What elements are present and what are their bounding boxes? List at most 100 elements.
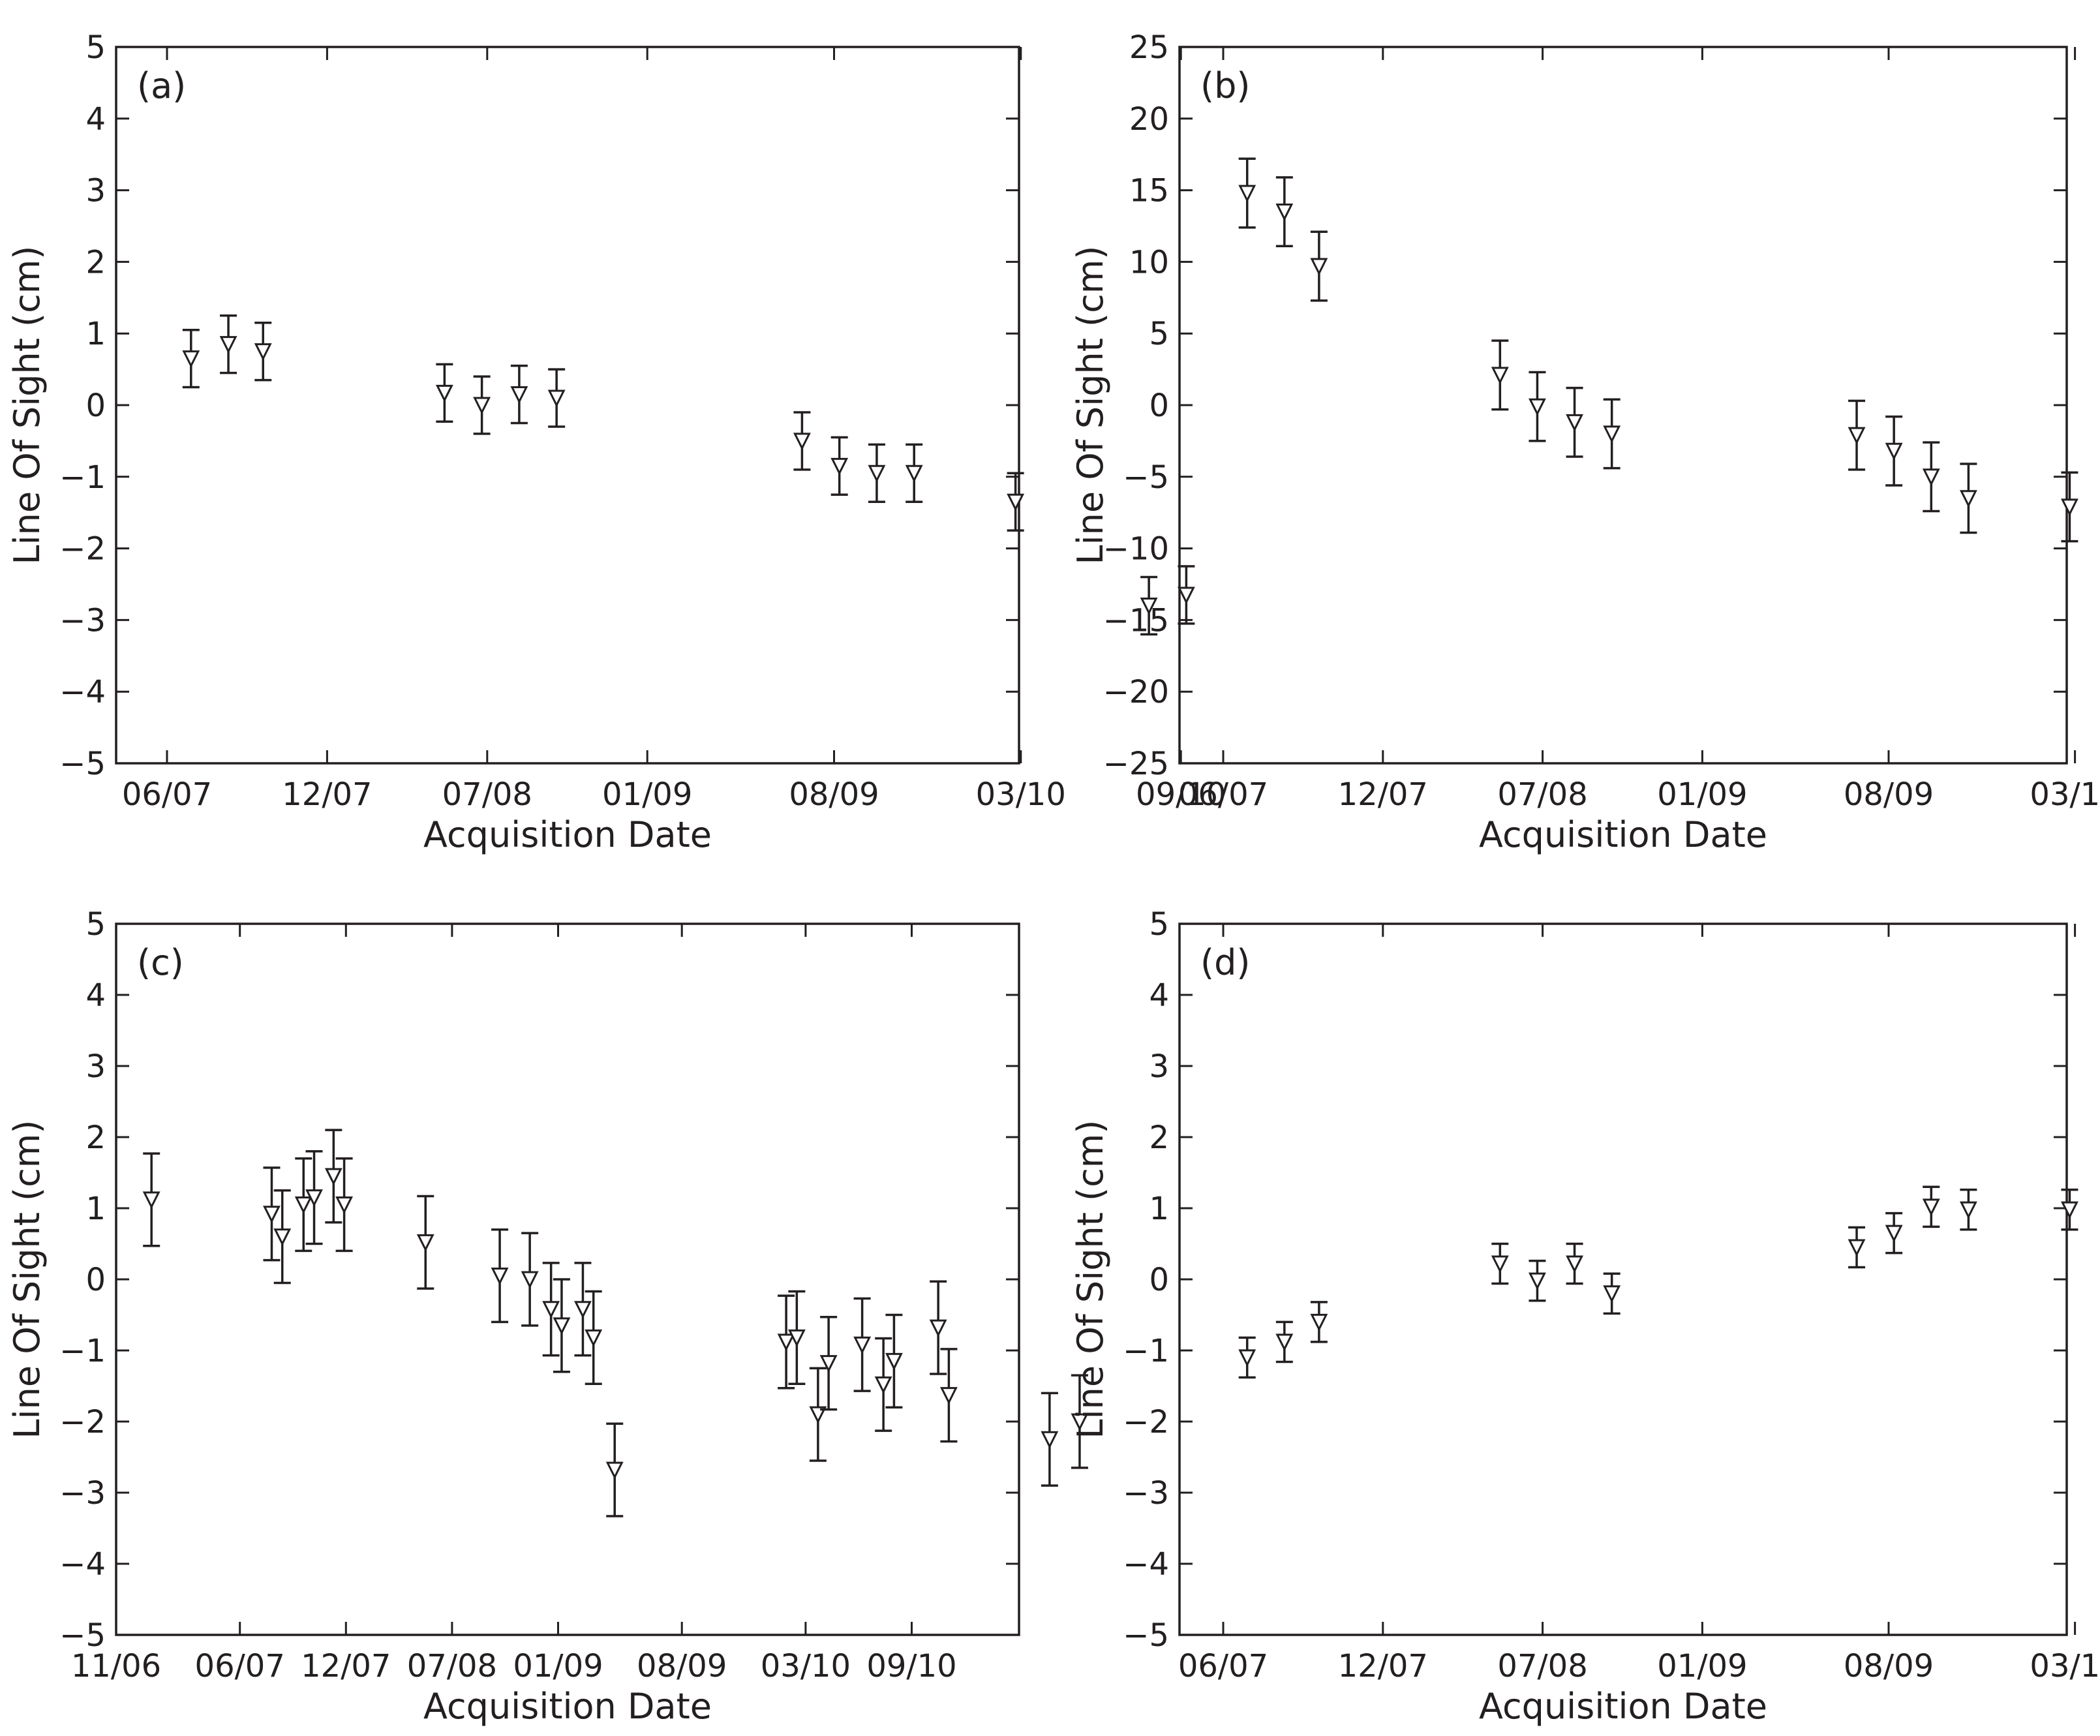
chart-c-x-tick-label: 03/10	[761, 1648, 851, 1684]
chart-c-point	[809, 1367, 827, 1462]
chart-a-x-axis-title: Acquisition Date	[423, 814, 712, 855]
chart-b-x-axis-title: Acquisition Date	[1479, 814, 1767, 855]
chart-b-x-tick-label: 08/09	[1844, 776, 1934, 813]
chart-b-y-tick-label: −5	[1123, 459, 1169, 496]
chart-d-point	[1848, 1226, 1866, 1269]
chart-d-marker	[1959, 1201, 1977, 1219]
chart-d: 5 4 3 2 1 0 −1 −2 −3 −4 −506/07 12/07 07/08 01/09 08/0…	[1070, 906, 2100, 1727]
chart-c-marker	[819, 1355, 838, 1373]
chart-b-point	[1529, 371, 1546, 442]
chart-c-point	[853, 1297, 872, 1392]
chart-a-marker	[547, 389, 566, 408]
chart-a-point	[1177, 565, 1195, 625]
chart-a-y-tick-label: −1	[59, 459, 106, 496]
chart-b-y-tick-label: 0	[1149, 388, 1169, 424]
chart-c-point	[553, 1278, 571, 1373]
chart-a-point	[868, 443, 886, 503]
chart-d-y-tick-label: 5	[1149, 906, 1169, 943]
chart-a-x-tick-label: 08/09	[789, 776, 879, 813]
chart-d-x-tick-label: 03/10	[2030, 1648, 2100, 1684]
chart-a-panel-label: (a)	[137, 65, 186, 106]
chart-c-point	[777, 1294, 795, 1390]
chart-d-point	[1885, 1211, 1903, 1255]
chart-c-marker	[324, 1168, 342, 1186]
chart-a-point	[254, 321, 272, 382]
chart-a-y-tick-label: −3	[59, 602, 106, 639]
chart-b-y-tick-label: −20	[1103, 674, 1169, 710]
chart-a-x-tick-label: 09/10	[1136, 776, 1226, 813]
chart-c-point	[491, 1228, 509, 1324]
chart-c-marker	[777, 1333, 795, 1352]
chart-b-frame	[1178, 46, 2068, 765]
chart-c-point	[521, 1232, 539, 1327]
chart-d-frame	[1178, 922, 2068, 1636]
chart-d-y-tick-label: 2	[1149, 1119, 1169, 1156]
chart-b-y-tick-label: 5	[1149, 316, 1169, 352]
chart-b-point	[1310, 230, 1328, 302]
chart-d-point	[1238, 1336, 1256, 1379]
chart-d-point	[1566, 1242, 1583, 1285]
chart-a-point	[1007, 472, 1025, 532]
chart-d-point	[1491, 1242, 1509, 1285]
chart-d-x-tick-label: 01/09	[1657, 1648, 1747, 1684]
chart-c-x-tick-label: 09/10	[866, 1648, 956, 1684]
chart-a-frame	[115, 46, 1020, 765]
chart-b-x-tick-label: 03/10	[2030, 776, 2100, 813]
chart-b-y-tick-label: −10	[1103, 531, 1169, 568]
chart-a-point	[1140, 575, 1158, 636]
chart-a-y-tick-label: 1	[85, 316, 106, 352]
chart-c-point	[929, 1280, 947, 1375]
chart-c-y-tick-label: 5	[85, 906, 106, 943]
chart-d-x-axis-title: Acquisition Date	[1479, 1686, 1767, 1727]
chart-b-y-axis-title: Line Of Sight (cm)	[1070, 246, 1111, 565]
chart-a-y-tick-label: 5	[85, 29, 106, 66]
chart-d-marker	[1566, 1255, 1583, 1273]
chart-b-x-tick-label: 12/07	[1338, 776, 1428, 813]
chart-a-point	[510, 364, 528, 425]
chart-d-marker	[1275, 1333, 1294, 1352]
chart-b-y-tick-label: 25	[1129, 29, 1169, 66]
chart-b-x-tick-label: 06/07	[1178, 776, 1268, 813]
chart-c-marker	[1041, 1431, 1059, 1449]
chart-a-x-tick-label: 06/07	[122, 776, 212, 813]
chart-b-x-tick-label: 07/08	[1497, 776, 1587, 813]
chart-c-marker	[853, 1336, 872, 1354]
chart-d-x-tick-label: 06/07	[1178, 1648, 1268, 1684]
chart-a-y-axis-title: Line Of Sight (cm)	[7, 246, 48, 565]
chart-d-marker	[1922, 1198, 1940, 1217]
chart-c-y-tick-label: −2	[59, 1404, 106, 1440]
chart-b-marker	[1885, 442, 1903, 461]
chart-a-x-tick-label: 12/07	[282, 776, 372, 813]
chart-b-point	[1885, 415, 1903, 487]
chart-c-marker	[416, 1234, 434, 1252]
chart-a-marker	[1007, 493, 1025, 511]
chart-b-marker	[1491, 367, 1509, 385]
chart-a-marker	[473, 397, 491, 415]
chart-b-point	[1922, 441, 1940, 513]
chart-c-marker	[874, 1376, 892, 1394]
chart-c-marker	[885, 1352, 903, 1371]
chart-b-marker	[1238, 185, 1256, 203]
chart-c-x-axis-title: Acquisition Date	[423, 1686, 712, 1727]
chart-c-point	[874, 1337, 892, 1432]
chart-a-point	[547, 368, 566, 428]
chart-c-point	[585, 1290, 603, 1385]
chart-c-x-tick-label: 06/07	[195, 1648, 285, 1684]
chart-d-point	[1603, 1272, 1621, 1315]
chart-c-point	[335, 1157, 354, 1253]
chart-a-point	[793, 411, 811, 471]
chart-a-marker	[510, 386, 528, 404]
chart-c-x-tick-label: 01/09	[513, 1648, 603, 1684]
chart-c-y-tick-label: 3	[85, 1048, 106, 1085]
chart-a-y-tick-label: 4	[85, 101, 106, 138]
chart-a-point	[219, 314, 237, 374]
chart-b-point	[1959, 463, 1977, 534]
chart-c-marker	[809, 1406, 827, 1424]
chart-a-point	[905, 443, 923, 503]
chart-b-point	[1275, 176, 1294, 247]
chart-c-y-tick-label: 4	[85, 977, 106, 1014]
chart-d-x-tick-label: 07/08	[1497, 1648, 1587, 1684]
